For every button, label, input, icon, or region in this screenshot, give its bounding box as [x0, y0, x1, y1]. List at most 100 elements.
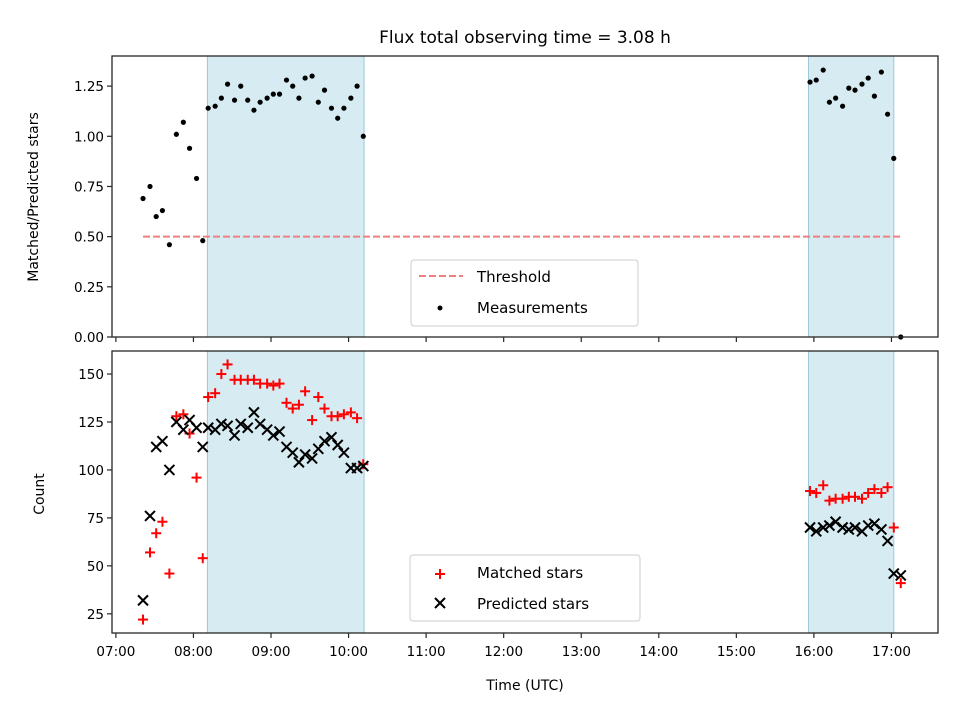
top-y-axis-label: Matched/Predicted stars [26, 112, 42, 282]
measurements-series [140, 67, 904, 340]
matched-star-point [888, 522, 899, 533]
matched-star-point [268, 380, 279, 391]
measurement-point [328, 105, 335, 111]
predicted-star-point [836, 521, 849, 534]
top-shaded-intervals [206, 55, 895, 338]
y-tick-label: 150 [78, 367, 104, 383]
measurement-point [276, 91, 283, 97]
matched-star-point [287, 403, 298, 414]
matched-star-point [876, 487, 887, 498]
measurement-point [251, 107, 257, 113]
predicted-star-point [242, 422, 254, 434]
predicted-star-point [338, 446, 350, 459]
legend-measurements-icon [437, 305, 443, 311]
x-tick-label: 13:00 [562, 644, 601, 660]
predicted-marker-b [306, 452, 318, 465]
y-tick-label: 1.00 [74, 129, 104, 145]
predicted-marker-b [881, 535, 894, 547]
predicted-star-point [306, 452, 318, 465]
predicted-marker-b [318, 435, 331, 447]
bottom-y-ticks: 25 50 75 100 125 150 [78, 367, 112, 623]
measurement-point [341, 105, 347, 111]
predicted-star-point [197, 441, 209, 453]
predicted-star-point [817, 521, 829, 534]
y-tick-label: 0.25 [74, 280, 104, 296]
predicted-marker-b [338, 446, 350, 459]
predicted-star-point [895, 569, 907, 582]
chart-title: Flux total observing time = 3.08 h [379, 28, 671, 48]
x-tick-label: 12:00 [484, 644, 523, 660]
predicted-star-point [287, 446, 299, 459]
measurement-point [807, 79, 813, 85]
predicted-star-point [843, 523, 855, 536]
predicted-star-point [881, 535, 894, 547]
x-tick-label: 10:00 [329, 644, 368, 660]
predicted-marker-b [163, 464, 176, 476]
predicted-marker-b [170, 416, 183, 428]
predicted-marker-b [183, 414, 196, 426]
measurement-point [153, 213, 159, 220]
predicted-marker-b [849, 521, 861, 534]
matched-star-point [869, 484, 880, 495]
measurement-point [360, 133, 366, 139]
predicted-marker-b [221, 420, 234, 432]
top-x-ticks [115, 337, 893, 342]
matched-star-point [216, 369, 227, 380]
y-tick-label: 100 [78, 463, 104, 479]
predicted-marker-b [351, 462, 363, 474]
x-tick-label: 15:00 [717, 644, 756, 660]
y-tick-label: 75 [87, 511, 104, 527]
matched-star-point [824, 495, 835, 506]
measurement-point [315, 99, 321, 105]
predicted-star-point [318, 435, 331, 447]
predicted-marker-b [895, 569, 907, 582]
y-tick-label: 50 [87, 559, 104, 575]
predicted-marker-b [829, 516, 842, 528]
x-tick-label: 11:00 [407, 644, 446, 660]
measurement-point [813, 77, 819, 83]
measurement-point [335, 115, 341, 121]
y-tick-label: 0.50 [74, 230, 104, 246]
legend-matched-label: Matched stars [477, 564, 583, 582]
measurement-point [270, 91, 276, 97]
matched-star-point [338, 409, 349, 420]
matched-star-point [863, 487, 874, 498]
matched-star-point [262, 378, 273, 389]
observing-window-shade [206, 350, 365, 634]
measurement-point [846, 85, 852, 91]
predicted-marker-b [190, 422, 203, 434]
measurement-point [166, 242, 172, 248]
matched-star-point [248, 374, 259, 385]
predicted-star-point [331, 439, 344, 451]
predicted-star-point [190, 422, 203, 434]
predicted-marker-b [202, 422, 214, 434]
bottom-axes-frame [111, 350, 939, 634]
predicted-star-point [156, 435, 169, 447]
matched-star-point [274, 378, 285, 389]
measurement-point [173, 131, 179, 137]
predicted-star-point [144, 510, 156, 522]
predicted-star-point [888, 567, 900, 580]
y-tick-label: 25 [87, 607, 104, 623]
predicted-star-point [215, 418, 228, 430]
predicted-marker-b [810, 525, 822, 538]
predicted-marker-b [287, 446, 299, 459]
predicted-marker-b [177, 423, 190, 436]
predicted-marker-b [280, 441, 293, 453]
measurement-point [140, 195, 146, 202]
measurement-point [871, 93, 878, 99]
predicted-marker-b [888, 567, 900, 580]
matched-star-point [138, 614, 149, 625]
matched-star-point [811, 487, 822, 498]
matched-star-point [293, 399, 304, 410]
matched-star-point [210, 388, 221, 399]
matched-star-point [882, 482, 893, 493]
predicted-marker-b [325, 431, 338, 444]
predicted-stars-series [137, 406, 907, 607]
measurement-point [820, 67, 826, 73]
predicted-marker-b [215, 418, 228, 430]
y-tick-label: 0.00 [74, 330, 104, 346]
predicted-marker-b [875, 523, 888, 536]
predicted-star-point [163, 464, 176, 476]
matched-stars-series [138, 359, 906, 625]
